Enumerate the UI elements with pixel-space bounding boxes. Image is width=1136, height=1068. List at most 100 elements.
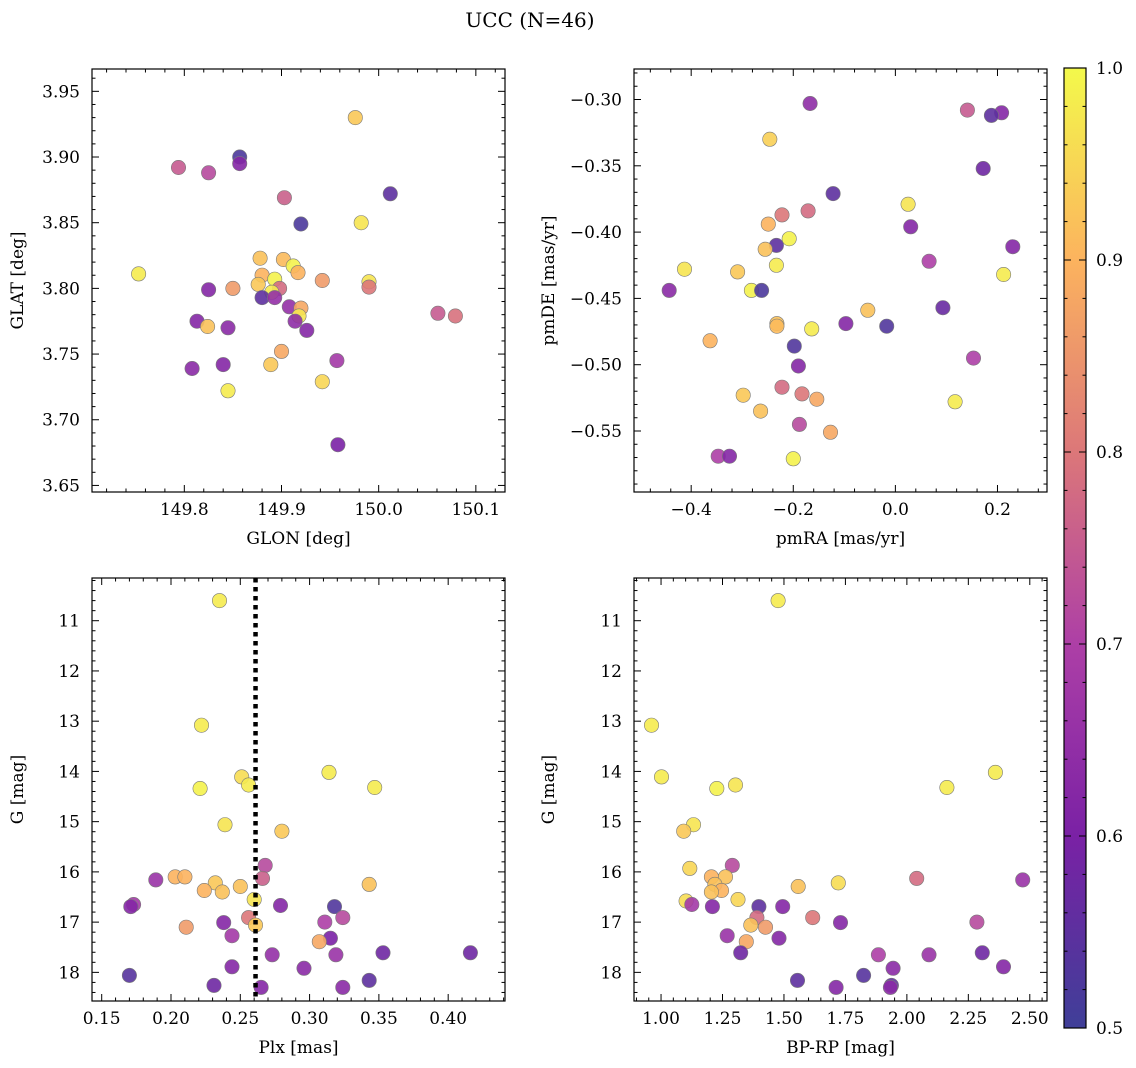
data-point — [367, 779, 383, 795]
axes-frame — [633, 577, 1048, 1002]
data-point — [296, 960, 312, 976]
data-point — [317, 914, 333, 930]
y-tick-label: −0.35 — [570, 157, 622, 177]
y-axis-label: G [mag] — [8, 755, 28, 824]
x-tick-label: 2.25 — [949, 1009, 987, 1029]
x-tick-label: 150.0 — [354, 500, 403, 520]
data-point — [246, 891, 262, 907]
data-point — [828, 979, 844, 995]
x-tick-label: 0.30 — [291, 1009, 329, 1029]
data-point — [201, 165, 217, 181]
data-point — [735, 387, 751, 403]
data-point — [361, 972, 377, 988]
data-point — [856, 967, 872, 983]
data-point — [276, 190, 292, 206]
data-point — [969, 914, 985, 930]
data-point — [347, 110, 363, 126]
y-tick-label: 14 — [58, 762, 80, 782]
data-point — [719, 928, 735, 944]
data-point — [214, 884, 230, 900]
colorbar-tick-label: 0.9 — [1096, 251, 1123, 271]
data-point — [232, 878, 248, 894]
y-tick-label: −0.55 — [570, 422, 622, 442]
data-point — [959, 102, 975, 118]
data-point — [709, 780, 725, 796]
data-point — [822, 424, 838, 440]
ticks — [92, 69, 505, 492]
panel-4: 1.00 1.25 1.50 1.75 2.00 2.25 2.50 11 12 13 14 15 16… — [539, 577, 1049, 1058]
x-tick-label: 1.25 — [704, 1009, 742, 1029]
data-point — [335, 979, 351, 995]
data-point — [754, 282, 770, 298]
data-point — [724, 857, 740, 873]
data-point — [184, 360, 200, 376]
y-tick-label: −0.40 — [570, 223, 622, 243]
data-point — [177, 869, 193, 885]
data-point — [781, 231, 797, 247]
y-tick-label: 13 — [58, 712, 80, 732]
colorbar-tick-label: 1.0 — [1096, 59, 1123, 79]
y-axis-label: pmDE [mas/yr] — [539, 215, 559, 345]
data-point — [771, 930, 787, 946]
figure-title: UCC (N=46) — [465, 8, 594, 32]
x-tick-label: 1.50 — [765, 1009, 803, 1029]
x-tick-label: 0.20 — [152, 1009, 190, 1029]
y-axis-label: G [mag] — [539, 755, 559, 824]
data-point — [760, 216, 776, 232]
y-tick-label: 18 — [58, 963, 80, 983]
x-tick-label: 2.00 — [888, 1009, 926, 1029]
y-tick-label: 15 — [58, 813, 80, 833]
y-tick-label: 3.80 — [42, 279, 80, 299]
data-point — [975, 161, 991, 177]
colorbar-gradient — [1063, 67, 1087, 1029]
data-point — [220, 320, 236, 336]
data-point — [335, 910, 351, 926]
data-point — [314, 374, 330, 390]
data-point — [232, 156, 248, 172]
y-tick-label: 17 — [58, 913, 80, 933]
data-point — [353, 215, 369, 231]
data-point — [830, 875, 846, 891]
y-tick-label: −0.50 — [570, 356, 622, 376]
data-point — [753, 403, 769, 419]
data-point — [682, 860, 698, 876]
y-tick-label: −0.45 — [570, 289, 622, 309]
data-point — [1015, 872, 1031, 888]
data-point — [178, 919, 194, 935]
ticks — [634, 578, 1047, 1001]
data-point — [328, 947, 344, 963]
data-point — [879, 318, 895, 334]
x-axis-label: GLON [deg] — [246, 529, 350, 549]
x-tick-label: 0.40 — [429, 1009, 467, 1029]
data-point — [786, 338, 802, 354]
data-point — [774, 379, 790, 395]
y-axis-label: GLAT [deg] — [8, 231, 28, 329]
data-point — [791, 416, 807, 432]
data-point — [361, 279, 377, 295]
data-point — [717, 869, 733, 885]
data-point — [704, 899, 720, 915]
data-point — [939, 779, 955, 795]
data-point — [375, 945, 391, 961]
data-point — [775, 899, 791, 915]
data-point — [257, 857, 273, 873]
data-point — [267, 290, 283, 306]
data-point — [947, 394, 963, 410]
data-point — [252, 250, 268, 266]
data-point — [217, 817, 233, 833]
data-point — [206, 977, 222, 993]
y-tick-label: 16 — [58, 863, 80, 883]
data-point — [264, 947, 280, 963]
panel-2: −0.4 −0.2 0.0 0.2 −0.55 −0.50 −0.45 −0.40 −0.35 −… — [539, 68, 1048, 549]
data-point — [790, 878, 806, 894]
x-axis-label: BP-RP [mag] — [786, 1038, 895, 1058]
x-tick-label: 0.25 — [221, 1009, 259, 1029]
data-point — [196, 882, 212, 898]
points — [131, 110, 463, 453]
data-point — [272, 897, 288, 913]
data-point — [215, 357, 231, 373]
y-tick-label: 11 — [600, 612, 622, 632]
data-point — [254, 290, 270, 306]
x-tick-label: 1.00 — [642, 1009, 680, 1029]
